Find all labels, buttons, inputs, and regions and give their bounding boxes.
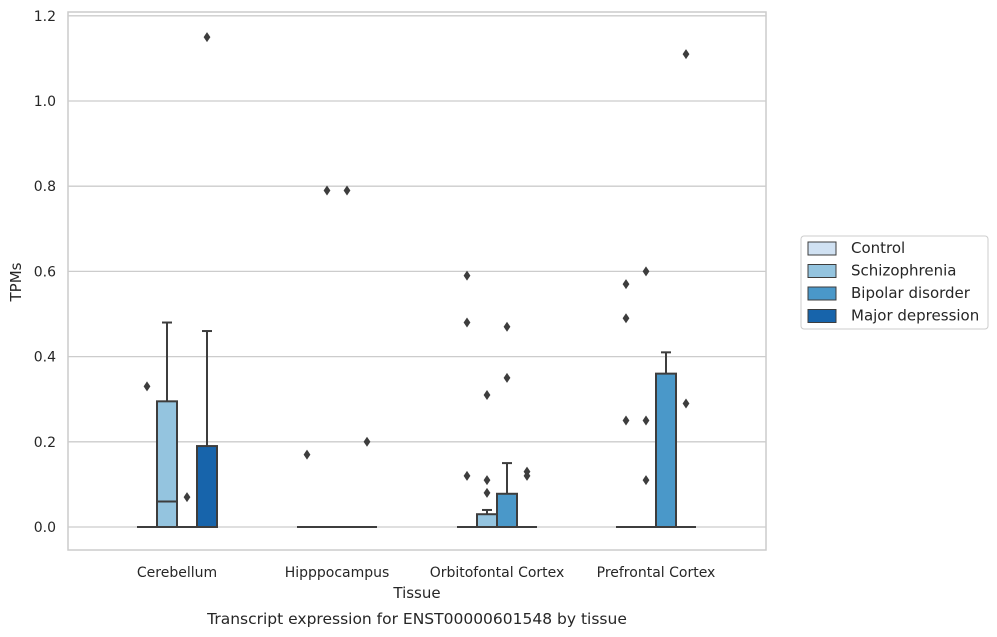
- x-tick-label: Prefrontal Cortex: [597, 565, 716, 581]
- outlier-point: [622, 313, 630, 324]
- outlier-point: [503, 372, 511, 383]
- box-bipolar-disorder: [496, 492, 518, 529]
- outlier-point: [682, 49, 690, 60]
- outlier-point: [203, 32, 211, 43]
- outlier-point: [642, 415, 650, 426]
- outlier-point: [642, 475, 650, 486]
- legend-swatch: [807, 309, 837, 323]
- legend-label: Major depression: [851, 307, 979, 325]
- plot-area-frame: [67, 11, 767, 551]
- outlier-point: [523, 470, 531, 481]
- x-tick-labels: Cerebellum Hipppocampus Orbitofontal Corte…: [137, 565, 715, 581]
- outlier-point: [303, 449, 311, 460]
- outlier-point: [483, 487, 491, 498]
- outlier-point: [483, 475, 491, 486]
- outlier-point: [503, 321, 511, 332]
- outlier-point: [682, 398, 690, 409]
- boxes: [137, 321, 696, 529]
- outlier-point: [323, 185, 331, 196]
- outlier-point: [622, 279, 630, 290]
- box-schizophrenia: [156, 400, 178, 528]
- outlier-point: [483, 389, 491, 400]
- chart-caption: Transcript expression for ENST0000060154…: [206, 610, 627, 628]
- y-tick-label: 1.0: [34, 94, 56, 110]
- y-tick-label: 0.0: [34, 520, 56, 536]
- y-axis-label: TPMs: [7, 262, 25, 302]
- outlier-point: [642, 266, 650, 277]
- box-schizophrenia: [476, 513, 498, 528]
- legend-swatch: [807, 286, 837, 301]
- box-bipolar-disorder: [655, 372, 677, 529]
- outlier-point: [463, 270, 471, 281]
- x-tick-label: Cerebellum: [137, 565, 217, 581]
- legend: Control Schizophrenia Bipolar disorder Majo…: [800, 235, 989, 330]
- legend-label: Bipolar disorder: [851, 284, 971, 302]
- legend-swatch: [807, 264, 837, 278]
- outlier-points: [143, 32, 690, 503]
- outlier-point: [463, 470, 471, 481]
- legend-label: Control: [851, 239, 905, 257]
- outlier-point: [622, 415, 630, 426]
- outlier-point: [143, 381, 151, 392]
- y-tick-label: 0.2: [34, 435, 56, 451]
- x-axis-label: Tissue: [392, 584, 440, 602]
- y-tick-label: 0.8: [34, 179, 56, 195]
- legend-frame: [800, 235, 989, 330]
- box-major-depression: [196, 445, 218, 528]
- legend-label: Schizophrenia: [851, 262, 956, 280]
- x-tick-label: Orbitofontal Cortex: [430, 565, 565, 581]
- y-tick-label: 0.4: [34, 350, 56, 366]
- x-tick-label: Hipppocampus: [285, 565, 390, 581]
- y-tick-label: 1.2: [34, 9, 56, 25]
- outlier-point: [183, 492, 191, 503]
- y-tick-label: 0.6: [34, 264, 56, 280]
- gridlines: [68, 15, 766, 528]
- outlier-point: [343, 185, 351, 196]
- outlier-point: [363, 436, 371, 447]
- y-tick-labels: 0.0 0.2 0.4 0.6 0.8 1.0 1.2: [34, 9, 56, 536]
- outlier-point: [463, 317, 471, 328]
- legend-swatch: [807, 241, 837, 256]
